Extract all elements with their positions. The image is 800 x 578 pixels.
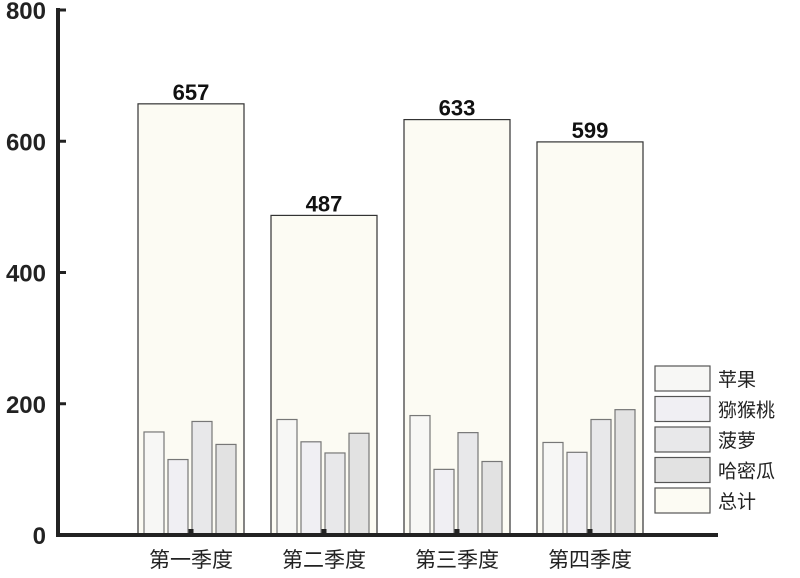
x-tick-mark bbox=[454, 529, 460, 535]
legend-label-2: 猕猴桃 bbox=[718, 400, 775, 422]
x-tick-label-2: 第二季度 bbox=[282, 548, 366, 572]
bar-series2-cat3 bbox=[433, 468, 455, 536]
legend-label-4: 哈密瓜 bbox=[718, 461, 775, 483]
data-label-total-3: 633 bbox=[439, 96, 476, 121]
bar-series2-cat4 bbox=[566, 451, 588, 536]
y-tick-label-800: 800 bbox=[6, 0, 46, 25]
bar-series1-cat3 bbox=[409, 414, 431, 536]
bar-series3-cat3 bbox=[457, 432, 479, 536]
bar-series3-cat1 bbox=[191, 420, 213, 536]
x-tick-mark bbox=[321, 529, 327, 535]
legend-label-3: 菠萝 bbox=[718, 430, 756, 452]
bar-series3-cat4 bbox=[590, 418, 612, 536]
x-tick-label-3: 第三季度 bbox=[415, 548, 499, 572]
x-tick-mark bbox=[188, 529, 194, 535]
x-tick-mark bbox=[587, 529, 593, 535]
bar-series1-cat4 bbox=[542, 441, 564, 536]
legend-swatch-2 bbox=[654, 395, 711, 423]
data-label-total-2: 487 bbox=[306, 191, 343, 216]
bar-series2-cat2 bbox=[300, 441, 322, 536]
bar-series1-cat2 bbox=[276, 418, 298, 536]
legend-swatch-4 bbox=[654, 456, 711, 484]
data-label-total-1: 657 bbox=[173, 80, 210, 105]
bar-series3-cat2 bbox=[324, 452, 346, 536]
legend-swatch-3 bbox=[654, 426, 711, 453]
data-label-total-4: 599 bbox=[572, 118, 609, 143]
bar-series1-cat1 bbox=[143, 431, 165, 536]
bar-series4-cat3 bbox=[481, 460, 503, 536]
y-tick-label-600: 600 bbox=[6, 129, 46, 156]
bar-series2-cat1 bbox=[167, 458, 189, 536]
bar-series4-cat4 bbox=[614, 409, 636, 536]
y-tick-label-400: 400 bbox=[6, 261, 46, 288]
bar-series4-cat2 bbox=[348, 432, 370, 536]
y-tick-label-0: 0 bbox=[33, 523, 46, 550]
legend-swatch-1 bbox=[654, 365, 711, 392]
x-tick-label-1: 第一季度 bbox=[149, 548, 233, 572]
bar-series4-cat1 bbox=[215, 443, 237, 536]
legend-label-5: 总计 bbox=[718, 491, 756, 513]
x-tick-label-4: 第四季度 bbox=[548, 548, 632, 572]
legend-label-1: 苹果 bbox=[718, 369, 756, 391]
y-tick-label-200: 200 bbox=[6, 392, 46, 419]
legend-swatch-5 bbox=[654, 487, 711, 514]
